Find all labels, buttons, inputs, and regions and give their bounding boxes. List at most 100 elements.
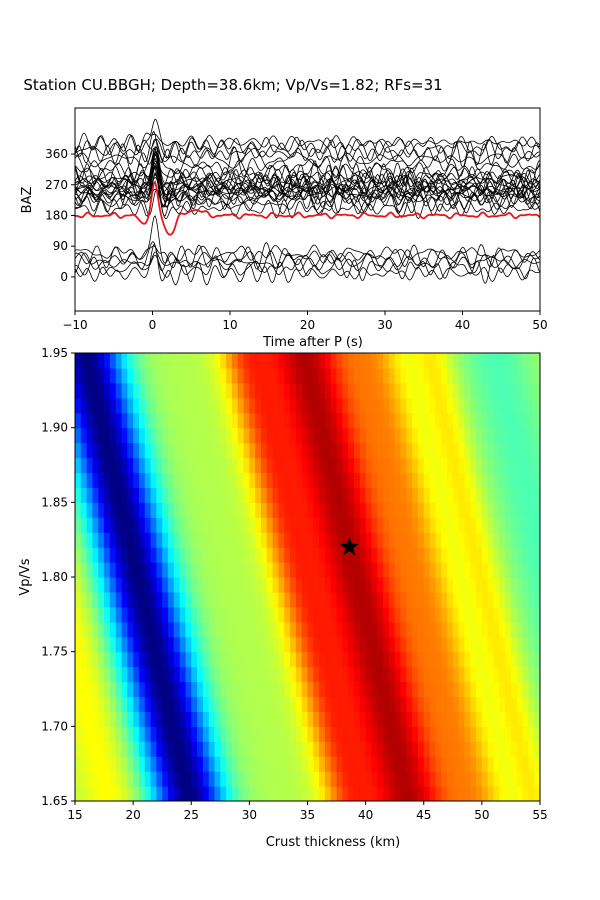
heatmap-cell [150,577,157,593]
rf-x-tick-label: 30 [377,318,392,332]
heatmap-cell [383,771,390,787]
heatmap-cell [80,726,88,742]
heatmap-cell [191,487,198,503]
heatmap-cell [522,367,529,384]
heatmap-cell [98,681,105,698]
heatmap-cell [487,711,495,727]
heatmap-cell [505,517,512,533]
heatmap-cell [179,696,187,712]
heatmap-cell [354,397,361,414]
heatmap-cell [412,726,419,742]
heatmap-cell [365,726,373,742]
heatmap-cell [80,382,88,399]
heatmap-cell [522,532,529,548]
heatmap-cell [499,367,506,384]
heatmap-cell [138,756,146,772]
heatmap-cell [104,532,111,548]
heatmap-cell [324,517,332,533]
heatmap-cell [266,562,274,578]
heatmap-cell [266,427,274,444]
heatmap-cell [400,756,407,772]
heatmap-cell [394,547,402,563]
heatmap-cell [115,726,123,742]
heatmap-cell [510,591,518,608]
heatmap-cell [290,577,297,593]
heatmap-cell [284,502,291,518]
heatmap-cell [156,457,163,474]
heatmap-cell [290,367,297,384]
heatmap-cell [383,726,390,742]
heatmap-cell [301,547,309,563]
heatmap-cell [400,666,407,683]
heatmap-cell [249,771,256,787]
heatmap-cell [284,756,291,772]
heatmap-cell [510,487,518,503]
heatmap-cell [388,577,396,593]
rf-trace [75,243,540,286]
heatmap-cell [377,412,384,429]
heatmap-cell [510,696,518,712]
heatmap-cell [377,696,384,712]
heatmap-cell [452,457,460,474]
heatmap-cell [127,353,134,369]
heatmap-cell [127,397,134,414]
heatmap-cell [452,382,460,399]
heatmap-cell [214,786,221,801]
heatmap-cell [138,547,146,563]
heatmap-cell [371,756,378,772]
heatmap-cell [319,547,326,563]
heatmap-cell [144,786,152,801]
heatmap-cell [383,786,390,801]
heatmap-cell [80,591,88,608]
heatmap-cell [394,502,402,518]
heatmap-cell [441,457,448,474]
heatmap-cell [202,666,210,683]
heatmap-cell [534,636,540,653]
heatmap-cell [470,621,477,638]
heatmap-cell [179,711,187,727]
heatmap-cell [342,696,349,712]
heatmap-cell [290,472,297,488]
heatmap-cell [185,442,192,459]
heatmap-cell [109,487,117,503]
heatmap-cell [365,636,373,653]
heatmap-cell [214,756,221,772]
rf-x-tick-label: 0 [149,318,157,332]
heatmap-cell [226,532,233,548]
heatmap-cell [522,382,529,399]
heatmap-cell [278,651,285,668]
heatmap-cell [307,502,314,518]
heatmap-cell [510,771,518,787]
heatmap-cell [109,532,117,548]
heatmap-cell [220,591,227,608]
hk-x-tick-label: 20 [125,808,140,822]
heatmap-cell [313,472,320,488]
heatmap-cell [301,621,309,638]
heatmap-cell [185,397,192,414]
heatmap-cell [476,532,483,548]
heatmap-cell [92,502,99,518]
heatmap-cell [295,532,303,548]
heatmap-cell [138,741,146,757]
heatmap-cell [324,577,332,593]
heatmap-cell [168,547,175,563]
heatmap-cell [330,756,338,772]
heatmap-cell [406,786,413,801]
heatmap-cell [284,681,291,698]
heatmap-cell [441,771,448,787]
heatmap-cell [272,636,280,653]
heatmap-cell [435,487,442,503]
heatmap-cell [464,353,471,369]
heatmap-cell [383,711,390,727]
heatmap-cell [493,771,500,787]
heatmap-cell [348,412,355,429]
heatmap-cell [516,786,524,801]
heatmap-cell [447,427,454,444]
heatmap-cell [394,367,402,384]
heatmap-cell [412,666,419,683]
heatmap-cell [109,726,117,742]
heatmap-cell [505,651,512,668]
heatmap-cell [406,696,413,712]
heatmap-cell [261,397,268,414]
heatmap-cell [365,711,373,727]
